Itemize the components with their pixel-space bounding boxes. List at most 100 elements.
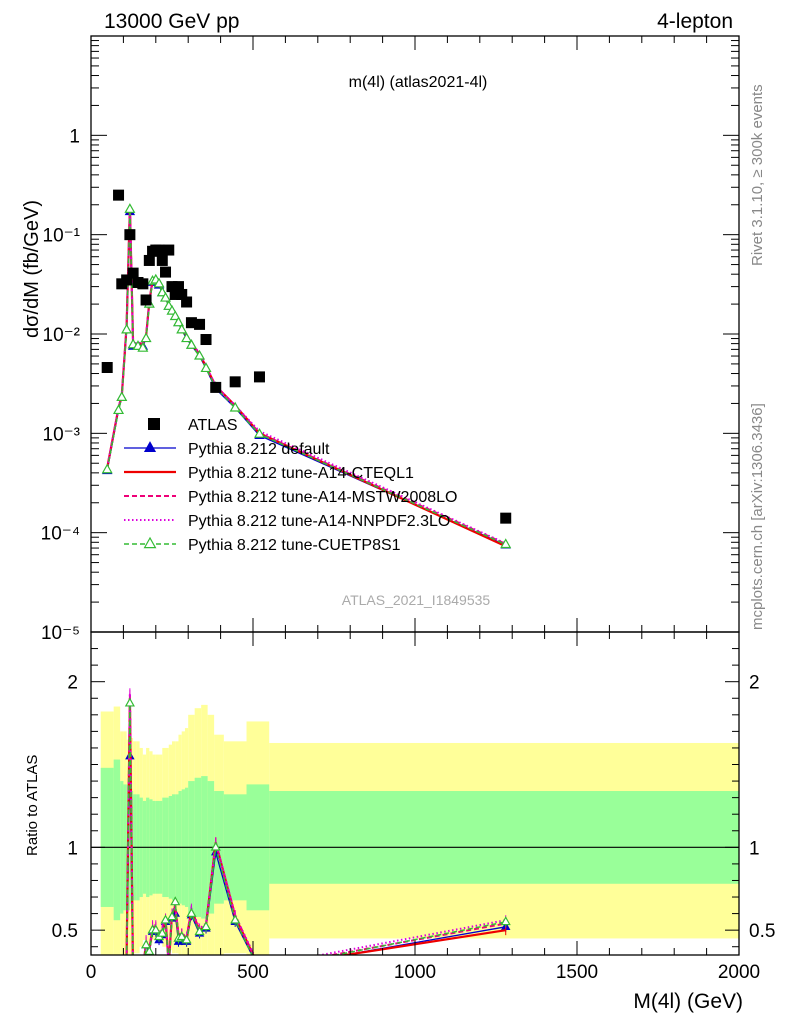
ratio-point-cuetp8s1 [230, 914, 241, 924]
y-tick-label-main: 10⁻² [43, 325, 81, 346]
series-point-cuetp8s1 [200, 362, 212, 373]
ratio-point-cuetp8s1 [126, 954, 128, 955]
series-point-cuetp8s1 [113, 404, 125, 415]
ratio-point-default [123, 957, 131, 964]
x-tick-label: 0 [86, 962, 97, 983]
process-label: 4-lepton [657, 10, 733, 33]
x-tick-label: 1500 [556, 962, 598, 983]
y-tick-label-main: 1 [69, 126, 80, 147]
data-point [181, 296, 193, 308]
data-point [156, 254, 168, 266]
ratio-point-cuetp8s1 [124, 697, 135, 707]
ratio-y-axis-label: Ratio to ATLAS [24, 755, 41, 856]
series-point-cuetp8s1 [137, 341, 149, 352]
series-point-cuetp8s1 [500, 538, 512, 549]
data-point [160, 266, 172, 278]
data-point [500, 512, 512, 524]
ratio-line-nnpdf [125, 693, 506, 955]
ratio-point-cuetp8s1 [170, 896, 181, 906]
legend-label: Pythia 8.212 tune-CUETP8S1 [188, 537, 401, 554]
ratio-point-cuetp8s1 [157, 927, 168, 937]
legend-label: Pythia 8.212 tune-A14-CTEQL1 [188, 465, 414, 482]
data-point [210, 381, 222, 393]
series-point-cuetp8s1 [159, 291, 172, 302]
y-tick-label-main: 10⁻¹ [43, 226, 81, 247]
ratio-ticks: 0 500 1000 1500 2000 0.5 0.5 1 1 2 2 [52, 632, 775, 983]
y-tick-label-ratio-right: 1 [749, 838, 760, 859]
data-point [172, 281, 184, 293]
ratio-point-cuetp8s1 [139, 972, 147, 979]
y-tick-label-main: 10⁻³ [43, 424, 81, 445]
legend: ATLAS Pythia 8.212 default Pythia 8.212 tu… [124, 417, 457, 554]
data-point [229, 376, 241, 388]
band-inner-bin [100, 767, 114, 907]
legend-label: ATLAS [188, 417, 238, 434]
ratio-point-cuetp8s1 [165, 962, 173, 969]
legend-marker-default [143, 441, 157, 453]
series-point-cuetp8s1 [194, 349, 206, 360]
data-point [143, 254, 155, 266]
legend-label: Pythia 8.212 tune-A14-NNPDF2.3LO [188, 513, 450, 530]
series-point-cuetp8s1 [140, 332, 152, 343]
y-tick-label-ratio-left: 2 [67, 673, 78, 694]
ratio-point-cuetp8s1 [210, 841, 221, 851]
ratio-point-cuetp8s1 [129, 977, 137, 984]
ratio-point-cuetp8s1 [166, 911, 178, 921]
x-axis-label: M(4l) (GeV) [633, 990, 743, 1013]
y-tick-label-main: 10⁻⁴ [41, 524, 80, 545]
ratio-point-cuetp8s1 [114, 1007, 122, 1014]
ratio-point-cuetp8s1 [118, 997, 126, 1004]
data-point [140, 294, 152, 306]
data-point [185, 317, 197, 329]
series-point-cuetp8s1 [153, 277, 165, 288]
data-point [124, 229, 136, 241]
data-point [200, 334, 212, 346]
data-point [121, 274, 133, 286]
series-point-cuetp8s1 [229, 401, 241, 412]
main-ticks: 10⁻⁵ 10⁻⁴ 10⁻³ 10⁻² 10⁻¹ 1 [41, 36, 740, 644]
data-point [153, 244, 165, 256]
ratio-series-layer [91, 688, 739, 1014]
ratio-point-cuetp8s1 [150, 924, 161, 934]
data-point [127, 267, 139, 279]
chart-title: m(4l) (atlas2021-4l) [349, 74, 488, 91]
ratio-point-cuetp8s1 [200, 921, 212, 931]
series-point-cuetp8s1 [172, 316, 185, 327]
series-point-cuetp8s1 [116, 391, 128, 402]
ratio-point-cuetp8s1 [176, 931, 187, 941]
series-point-cuetp8s1 [253, 427, 266, 438]
rivet-version-label: Rivet 3.1.10, ≥ 300k events [749, 84, 766, 266]
series-point-cuetp8s1 [121, 323, 133, 334]
ratio-point-cuetp8s1 [181, 934, 192, 944]
data-point [101, 361, 113, 373]
y-tick-label-ratio-left: 1 [67, 838, 78, 859]
ratio-point-default [139, 970, 147, 977]
band-inner-bin [269, 791, 739, 884]
series-point-cuetp8s1 [176, 323, 188, 334]
ratio-point-default [134, 970, 142, 977]
series-point-cuetp8s1 [169, 310, 181, 321]
ratio-point-default [165, 964, 173, 971]
ratio-point-default [103, 994, 111, 1001]
data-point [176, 288, 188, 300]
series-point-cuetp8s1 [185, 339, 197, 349]
x-tick-label: 2000 [718, 962, 760, 983]
ratio-point-default [114, 1007, 122, 1014]
data-point [253, 371, 265, 383]
x-tick-label: 1000 [394, 962, 436, 983]
y-tick-label-ratio-right: 2 [749, 673, 760, 694]
ratio-point-default [118, 997, 126, 1004]
data-point [163, 244, 175, 256]
y-tick-label-ratio-left: 0.5 [52, 921, 78, 942]
legend-marker-cuetp8s1 [143, 536, 157, 549]
series-point-cuetp8s1 [101, 463, 113, 474]
legend-label: Pythia 8.212 tune-A14-MSTW2008LO [188, 489, 457, 506]
ratio-point-cuetp8s1 [186, 907, 197, 917]
legend-label: Pythia 8.212 default [188, 441, 330, 458]
ratio-point-default [129, 979, 137, 986]
data-point [113, 189, 125, 201]
x-tick-label: 500 [237, 962, 269, 983]
data-point [137, 278, 149, 290]
